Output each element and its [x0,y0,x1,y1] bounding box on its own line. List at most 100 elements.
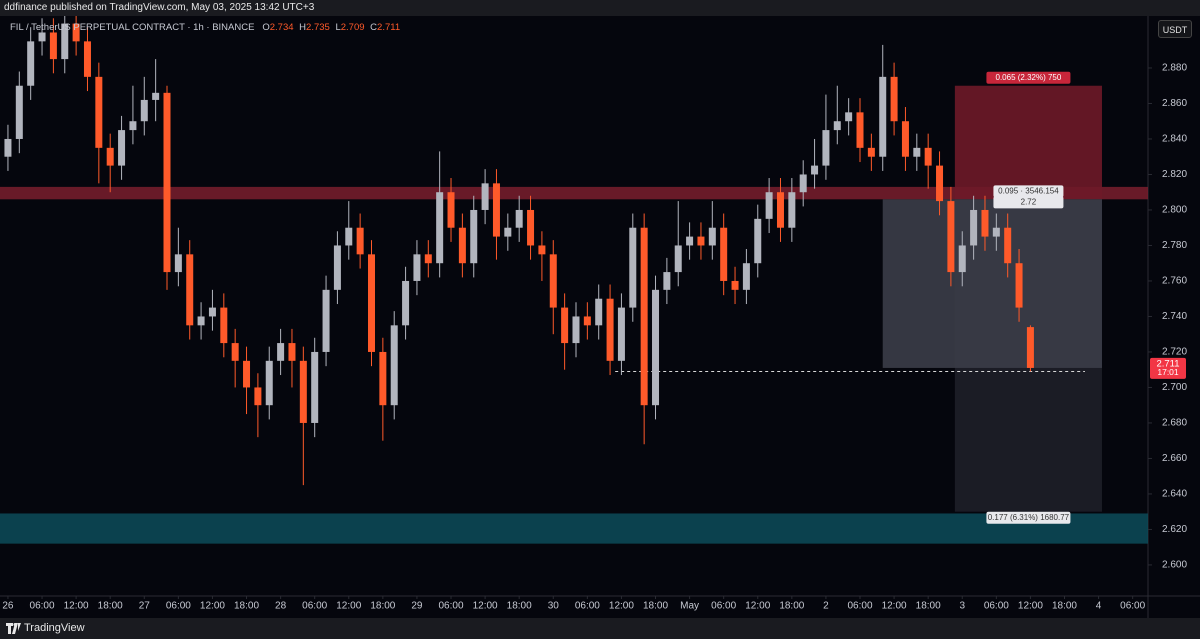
x-tick-label: 12:00 [336,601,361,612]
candle-body [799,174,807,193]
x-tick-label: 27 [139,601,151,612]
candle-body [924,147,932,166]
stop-region [954,85,1102,200]
candle-body [742,263,750,290]
candle-body [163,92,171,273]
x-tick-label: 29 [411,601,423,612]
candle-body [515,209,523,228]
x-tick-label: 06:00 [847,601,872,612]
candle-body [333,245,341,290]
y-tick-label: 2.840 [1162,134,1187,145]
candle-body [265,360,273,406]
candle-body [879,76,887,157]
x-tick-label: 06:00 [439,601,464,612]
x-tick-label: 18:00 [234,601,259,612]
tv-logo [6,623,21,634]
candle-body [83,41,91,77]
candle-body [379,351,387,406]
x-tick-label: 26 [2,601,14,612]
candle-body [458,227,466,264]
candle-body [652,289,660,406]
candle-body [356,227,364,255]
x-tick-label: 12:00 [609,601,634,612]
x-tick-label: 4 [1096,601,1102,612]
candle-body [1004,227,1012,264]
position-label-bg [986,511,1071,524]
y-tick-label: 2.740 [1162,311,1187,322]
candle-body [152,92,160,100]
y-tick-label: 2.800 [1162,205,1187,216]
ohlc-label: H [299,22,307,33]
candle-body [936,165,944,202]
x-tick-label: 18:00 [370,601,395,612]
brand: TradingView [24,622,85,634]
ohlc-value: 2.711 [377,22,401,33]
candle-body [595,298,603,326]
candle-body [708,227,716,246]
candle-body [561,307,569,344]
candle-body [345,227,353,246]
x-tick-label: 06:00 [711,601,736,612]
candle-body [322,289,330,352]
y-tick-label: 2.660 [1162,453,1187,464]
ohlc-label: L [335,22,341,33]
candle-body [549,254,557,308]
ohlc-label: O [262,22,270,33]
candle-body [390,325,398,406]
candle-body [174,254,182,273]
x-tick-label: 12:00 [473,601,498,612]
x-tick-label: 18:00 [916,601,941,612]
candle-body [913,147,921,157]
candle-body [367,254,375,352]
x-tick-label: 2 [823,601,829,612]
candle-body [197,316,205,326]
axes: 2.880 2.860 2.840 2.820 2.800 2.780 2.760 2.740… [2,63,1187,612]
candle-body [140,99,148,122]
candle-body [731,280,739,290]
countdown: 17:01 [1157,367,1179,377]
plot-area [0,16,1148,544]
candle-body [470,209,478,264]
candle-body [845,112,853,122]
candle-body [629,227,637,308]
candle-body [481,183,489,210]
candle-body [992,227,1000,237]
candle-body [1015,263,1023,308]
y-tick-label: 2.680 [1162,418,1187,429]
candle-body [243,360,251,388]
currency-button[interactable]: USDT [1158,20,1192,38]
price-tag-bg [1150,357,1186,379]
y-tick-label: 2.780 [1162,240,1187,251]
x-tick-label: 18:00 [643,601,668,612]
y-tick-label: 2.620 [1162,524,1187,535]
x-tick-label: 06:00 [575,601,600,612]
candle-body [402,280,410,326]
position-label: 2.72 [1021,197,1037,206]
x-tick-label: 06:00 [166,601,191,612]
chart: 2.880 2.860 2.840 2.820 2.800 2.780 2.760 2.740… [0,16,1200,618]
candle-body [424,254,432,264]
x-tick-label: 06:00 [302,601,327,612]
candle-body [118,130,126,166]
candle-body [788,192,796,228]
candle-body [208,307,216,317]
candle-body [186,254,194,326]
candle-body [220,307,228,344]
position-label: 0.095 · 3546.154 [998,186,1059,195]
x-tick-label: 12:00 [1018,601,1043,612]
symbol-legend: FIL / TetherUS PERPETUAL CONTRACT · 1h ·… [10,22,403,33]
y-tick-label: 2.640 [1162,489,1187,500]
y-tick-label: 2.880 [1162,63,1187,74]
x-tick-label: 06:00 [30,601,55,612]
y-tick-label: 2.860 [1162,98,1187,109]
candle-body [822,130,830,166]
y-tick-label: 2.720 [1162,347,1187,358]
candle-body [61,23,69,60]
candle-body [856,112,864,148]
candle-body [527,209,535,246]
x-tick-label: 18:00 [779,601,804,612]
candle-body [583,316,591,326]
x-tick-label: 18:00 [507,601,532,612]
candle-body [674,245,682,273]
